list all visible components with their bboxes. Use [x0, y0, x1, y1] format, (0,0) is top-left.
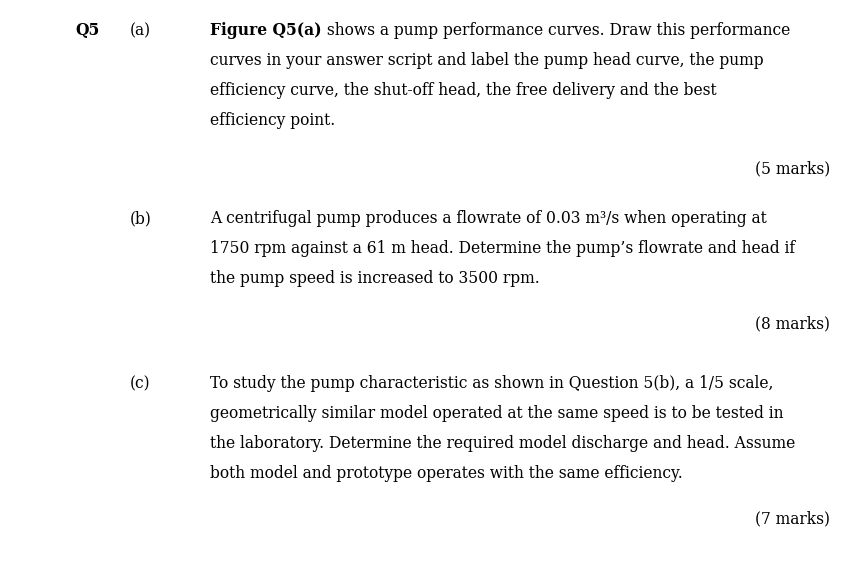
Text: (5 marks): (5 marks) — [755, 160, 830, 177]
Text: Figure Q5(a): Figure Q5(a) — [210, 22, 321, 39]
Text: the laboratory. Determine the required model discharge and head. Assume: the laboratory. Determine the required m… — [210, 435, 795, 452]
Text: (7 marks): (7 marks) — [755, 510, 830, 527]
Text: shows a pump performance curves. Draw this performance: shows a pump performance curves. Draw th… — [321, 22, 790, 39]
Text: (a): (a) — [130, 22, 151, 39]
Text: 1750 rpm against a 61 m head. Determine the pump’s flowrate and head if: 1750 rpm against a 61 m head. Determine … — [210, 240, 795, 257]
Text: curves in your answer script and label the pump head curve, the pump: curves in your answer script and label t… — [210, 52, 764, 69]
Text: (b): (b) — [130, 210, 152, 227]
Text: (c): (c) — [130, 375, 150, 392]
Text: efficiency curve, the shut-off head, the free delivery and the best: efficiency curve, the shut-off head, the… — [210, 82, 716, 99]
Text: geometrically similar model operated at the same speed is to be tested in: geometrically similar model operated at … — [210, 405, 784, 422]
Text: efficiency point.: efficiency point. — [210, 112, 335, 129]
Text: To study the pump characteristic as shown in Question 5(b), a 1/5 scale,: To study the pump characteristic as show… — [210, 375, 773, 392]
Text: A centrifugal pump produces a flowrate of 0.03 m³/s when operating at: A centrifugal pump produces a flowrate o… — [210, 210, 766, 227]
Text: the pump speed is increased to 3500 rpm.: the pump speed is increased to 3500 rpm. — [210, 270, 540, 287]
Text: Q5: Q5 — [75, 22, 99, 39]
Text: both model and prototype operates with the same efficiency.: both model and prototype operates with t… — [210, 465, 683, 482]
Text: (8 marks): (8 marks) — [755, 315, 830, 332]
